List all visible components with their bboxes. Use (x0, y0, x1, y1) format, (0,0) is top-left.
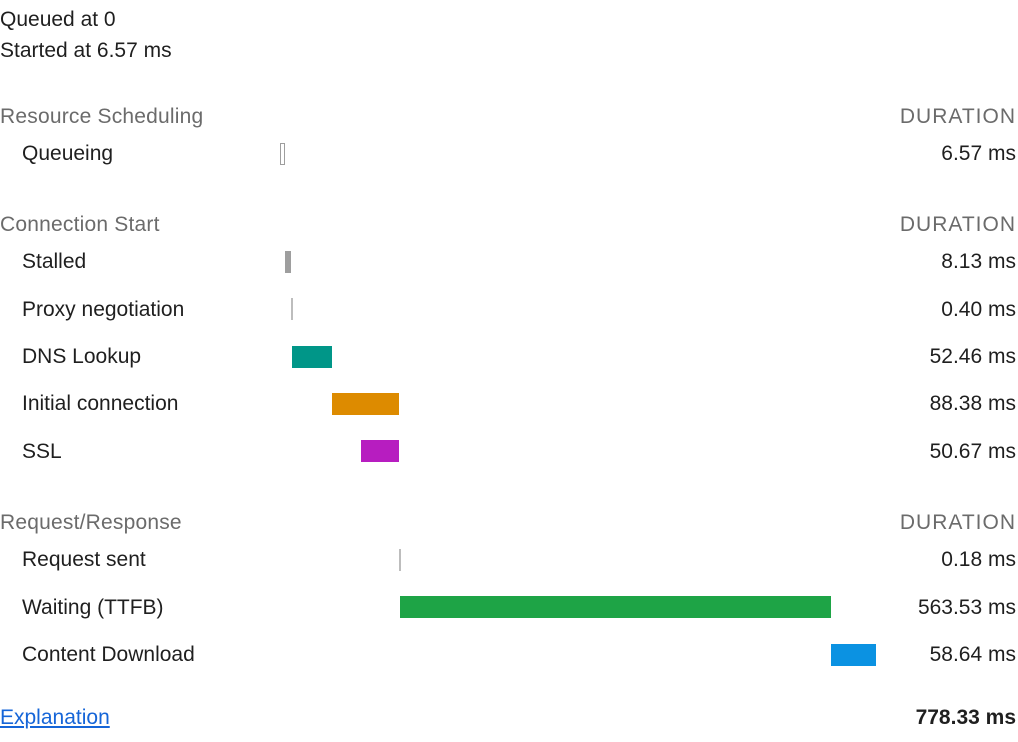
timing-bar-dns-lookup (292, 346, 332, 368)
timing-queued-at: Queued at 0 (0, 6, 1018, 37)
timing-row-value: 52.46 ms (876, 343, 1016, 370)
timing-row-label: Queueing (0, 140, 280, 167)
timing-row-label: DNS Lookup (0, 343, 280, 370)
timing-track (280, 298, 876, 320)
timing-bar-waiting-ttfb (400, 596, 832, 618)
timing-bar-content-download (831, 644, 876, 666)
timing-track (280, 644, 876, 666)
timing-track (280, 596, 876, 618)
timing-bar-request-sent (399, 549, 401, 571)
timing-row-label: Initial connection (0, 390, 280, 417)
timing-row-label: SSL (0, 438, 280, 465)
explanation-link[interactable]: Explanation (0, 704, 110, 731)
timing-row-value: 0.40 ms (876, 296, 1016, 323)
timing-row: Request sent 0.18 ms (0, 536, 1018, 583)
timing-row-value: 8.13 ms (876, 248, 1016, 275)
timing-track (280, 549, 876, 571)
timing-row-label: Waiting (TTFB) (0, 594, 280, 621)
timing-row: Content Download 58.64 ms (0, 631, 1018, 678)
timing-track (280, 143, 876, 165)
section-header-request-response: Request/Response DURATION (0, 509, 1018, 536)
timing-bar-queueing (280, 143, 285, 165)
section-title: Request/Response (0, 509, 182, 536)
timing-row-label: Stalled (0, 248, 280, 275)
timing-row-value: 88.38 ms (876, 390, 1016, 417)
timing-track (280, 393, 876, 415)
timing-row-value: 0.18 ms (876, 546, 1016, 573)
timing-track (280, 251, 876, 273)
timing-row: Queueing 6.57 ms (0, 130, 1018, 177)
timing-bar-ssl (361, 440, 400, 462)
duration-header: DURATION (900, 509, 1016, 536)
timing-row: DNS Lookup 52.46 ms (0, 333, 1018, 380)
timing-row-label: Proxy negotiation (0, 296, 280, 323)
timing-started-at: Started at 6.57 ms (0, 37, 1018, 68)
section-title: Resource Scheduling (0, 103, 203, 130)
timing-row: SSL 50.67 ms (0, 428, 1018, 475)
timing-row-value: 50.67 ms (876, 438, 1016, 465)
section-header-connection-start: Connection Start DURATION (0, 211, 1018, 238)
timing-track (280, 440, 876, 462)
timing-row-label: Content Download (0, 641, 280, 668)
timing-row: Proxy negotiation 0.40 ms (0, 286, 1018, 333)
timing-row-value: 58.64 ms (876, 641, 1016, 668)
duration-header: DURATION (900, 103, 1016, 130)
timing-row: Initial connection 88.38 ms (0, 380, 1018, 427)
timing-row-value: 563.53 ms (876, 594, 1016, 621)
timing-row: Stalled 8.13 ms (0, 238, 1018, 285)
section-header-resource-scheduling: Resource Scheduling DURATION (0, 103, 1018, 130)
timing-bar-initial-connection (332, 393, 400, 415)
timing-bar-proxy-negotiation (291, 298, 293, 320)
timing-bar-stalled (285, 251, 291, 273)
section-title: Connection Start (0, 211, 160, 238)
timing-track (280, 346, 876, 368)
timing-row-value: 6.57 ms (876, 140, 1016, 167)
duration-header: DURATION (900, 211, 1016, 238)
timing-row-label: Request sent (0, 546, 280, 573)
timing-total: 778.33 ms (916, 704, 1016, 731)
timing-row: Waiting (TTFB) 563.53 ms (0, 584, 1018, 631)
